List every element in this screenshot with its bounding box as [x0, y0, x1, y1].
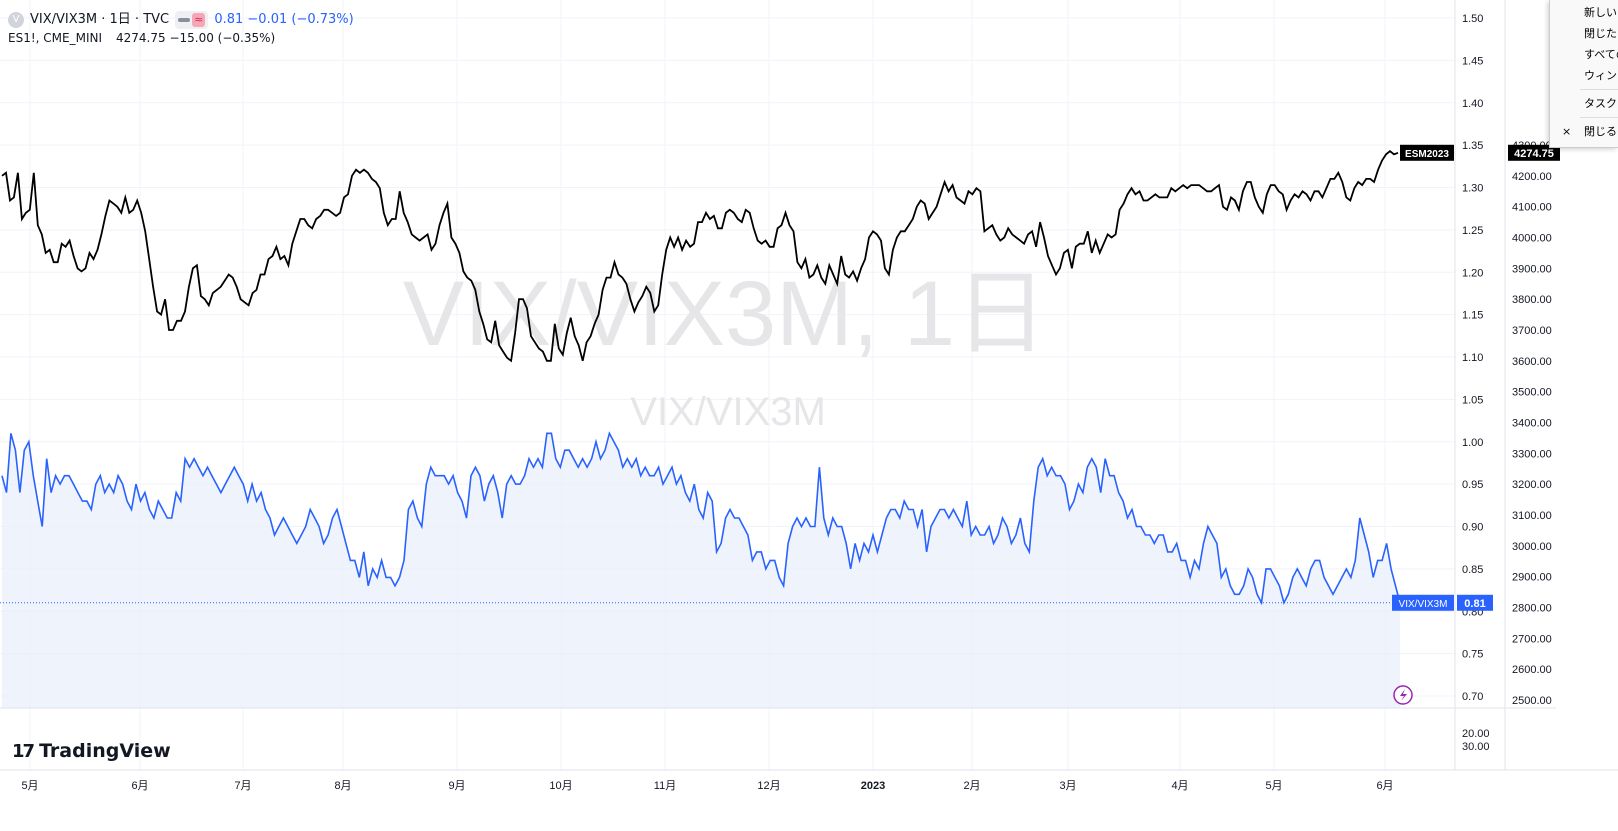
price-axis-tick-ratio: 0.85: [1462, 564, 1483, 576]
price-axis-tick-es: 3300.00: [1512, 448, 1552, 460]
menu-label: タスク マ: [1584, 97, 1618, 110]
menu-label: ウィンド: [1584, 69, 1618, 82]
watermark-main: VIX/VIX3M, 1日: [403, 263, 1047, 365]
legend-main-row[interactable]: V VIX/VIX3M · 1日 · TVC ≈ 0.81 −0.01 (−0.…: [8, 8, 354, 32]
price-axis-tick-es: 3400.00: [1512, 418, 1552, 430]
series-area-vix-ratio: [2, 433, 1400, 708]
price-axis-tick-es: 2800.00: [1512, 603, 1552, 615]
price-axis-tick-es: 3100.00: [1512, 510, 1552, 522]
menu-label: すべての: [1584, 48, 1618, 61]
close-icon: ×: [1562, 125, 1572, 138]
price-axis-tick-es: 2900.00: [1512, 572, 1552, 584]
series-name-label-vix-ratio: VIX/VIX3M: [1399, 599, 1448, 610]
price-axis-tick-es: 2600.00: [1512, 664, 1552, 676]
minus-icon: [178, 18, 191, 22]
last-price-label-es: 4274.75: [1514, 148, 1554, 160]
price-axis-tick-ratio: 0.70: [1462, 691, 1483, 703]
price-axis-tick-ratio: 1.20: [1462, 267, 1483, 279]
vix-symbol-icon: V: [8, 12, 24, 28]
context-menu-item-reopen-tab[interactable]: 閉じたタ: [1550, 23, 1618, 44]
price-axis-tick-ratio: 0.90: [1462, 522, 1483, 534]
price-axis-tick-ratio: 1.25: [1462, 225, 1483, 237]
lightning-icon-glyph: [1400, 689, 1407, 701]
price-axis-tick-es: 2500.00: [1512, 695, 1552, 707]
legend-status-icons[interactable]: ≈: [175, 11, 209, 29]
time-axis-tick: 6月: [1376, 780, 1393, 792]
time-axis-tick: 12月: [757, 780, 780, 792]
price-axis-tick-ratio: 1.50: [1462, 13, 1483, 25]
price-axis-tick-ratio: 1.35: [1462, 140, 1483, 152]
price-axis-tick-ratio: 1.10: [1462, 352, 1483, 364]
price-axis-tick-es: 3200.00: [1512, 479, 1552, 491]
time-axis-tick: 5月: [1265, 780, 1282, 792]
legend-secondary-symbol[interactable]: ES1!, CME_MINI: [8, 31, 102, 45]
series-name-badge-vix-ratio: [1392, 594, 1454, 611]
chart-legend: V VIX/VIX3M · 1日 · TVC ≈ 0.81 −0.01 (−0.…: [8, 8, 354, 50]
time-axis-tick: 8月: [334, 780, 351, 792]
price-axis-tick-ratio: 1.45: [1462, 55, 1483, 67]
time-axis-tick: 7月: [234, 780, 251, 792]
time-axis-tick: 10月: [549, 780, 572, 792]
legend-secondary-values: 4274.75 −15.00 (−0.35%): [116, 31, 276, 45]
logo-text: TradingView: [39, 740, 171, 762]
time-axis-tick: 2月: [963, 780, 980, 792]
price-axis-tick-es: 3000.00: [1512, 541, 1552, 553]
series-name-label-esm2023: ESM2023: [1405, 149, 1449, 160]
indicator-pane-tick: 20.00: [1462, 728, 1490, 740]
price-axis-tick-es: 3900.00: [1512, 263, 1552, 275]
series-line-esm2023[interactable]: [1, 150, 1399, 363]
price-axis-tick-es: 2700.00: [1512, 633, 1552, 645]
price-axis-tick-ratio: 0.75: [1462, 649, 1483, 661]
price-axis-tick-ratio: 1.05: [1462, 394, 1483, 406]
time-axis-tick: 5月: [21, 780, 38, 792]
time-axis-tick: 9月: [448, 780, 465, 792]
watermark-sub: VIX/VIX3M: [630, 390, 826, 434]
context-menu-item-all[interactable]: すべての: [1550, 44, 1618, 65]
indicator-pane-tick: 30.00: [1462, 741, 1490, 753]
context-menu: 新しいタ 閉じたタ すべての ウィンド タスク マ × 閉じる(: [1549, 0, 1618, 148]
price-axis-tick-es: 3600.00: [1512, 356, 1552, 368]
time-axis-tick: 3月: [1059, 780, 1076, 792]
time-axis-tick: 11月: [654, 780, 676, 792]
price-axis-tick-es: 4100.00: [1512, 202, 1552, 214]
menu-label: 新しいタ: [1584, 6, 1618, 19]
price-axis-tick-es: 3500.00: [1512, 387, 1552, 399]
price-axis-tick-ratio: 1.30: [1462, 183, 1483, 195]
price-axis-tick-ratio: 1.00: [1462, 437, 1483, 449]
time-axis-tick: 2023: [861, 780, 885, 792]
context-menu-item-new-tab[interactable]: 新しいタ: [1550, 2, 1618, 23]
menu-divider: [1580, 89, 1618, 90]
menu-label: 閉じたタ: [1584, 27, 1618, 40]
context-menu-item-task[interactable]: タスク マ: [1550, 93, 1618, 114]
menu-label: 閉じる(: [1584, 125, 1618, 138]
series-line-vix-ratio[interactable]: [1, 431, 1401, 606]
tradingview-mark-icon: 17: [12, 740, 35, 762]
wave-icon: ≈: [192, 13, 206, 27]
price-axis-tick-ratio: 1.15: [1462, 310, 1483, 322]
price-axis-tick-es: 3800.00: [1512, 294, 1552, 306]
time-axis-tick: 6月: [131, 780, 148, 792]
last-price-badge-es: [1508, 144, 1560, 161]
price-axis-tick-ratio: 1.40: [1462, 98, 1483, 110]
price-axis-tick-ratio: 0.95: [1462, 479, 1483, 491]
price-axis-tick-es: 3700.00: [1512, 325, 1552, 337]
time-axis-tick: 4月: [1171, 780, 1188, 792]
last-price-label-ratio: 0.81: [1464, 598, 1485, 610]
price-axis-tick-es: 4000.00: [1512, 233, 1552, 245]
context-menu-item-close[interactable]: × 閉じる(: [1550, 121, 1618, 142]
legend-secondary-row[interactable]: ES1!, CME_MINI 4274.75 −15.00 (−0.35%): [8, 26, 354, 50]
context-menu-item-window[interactable]: ウィンド: [1550, 65, 1618, 86]
legend-main-values: 0.81 −0.01 (−0.73%): [214, 12, 354, 27]
legend-main-title[interactable]: VIX/VIX3M · 1日 · TVC: [30, 12, 170, 27]
menu-divider: [1580, 117, 1618, 118]
price-axis-tick-es: 4200.00: [1512, 171, 1552, 183]
series-name-badge-esm2023: [1400, 144, 1454, 161]
last-price-badge-ratio: [1457, 594, 1493, 611]
tradingview-logo[interactable]: 17 TradingView: [12, 740, 171, 762]
